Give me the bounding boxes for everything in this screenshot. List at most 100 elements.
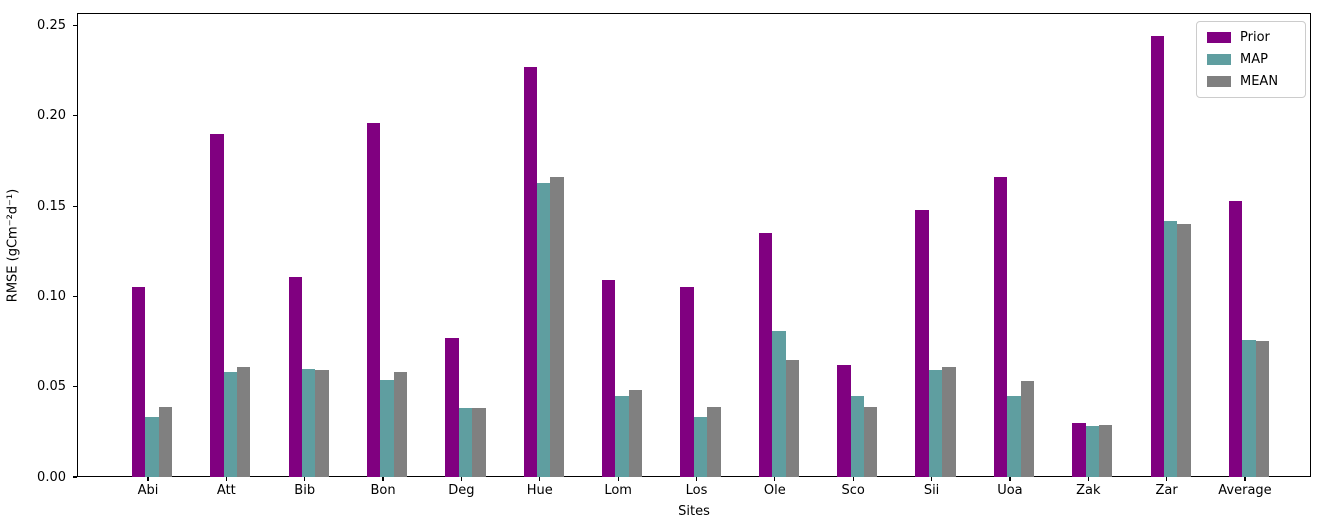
bar-att-map (223, 372, 238, 477)
legend-label-prior: Prior (1240, 30, 1270, 45)
bar-los-map (693, 417, 708, 477)
bar-los-mean (707, 406, 721, 477)
bar-zak-mean (1098, 424, 1113, 477)
bar-bon-map (380, 379, 394, 477)
bar-deg-prior (445, 337, 459, 477)
bar-att-prior (210, 133, 224, 477)
legend-item-prior: Prior (1207, 30, 1295, 45)
bar-abi-mean (158, 406, 173, 477)
x-tick-label: Abi (137, 483, 159, 498)
bar-sii-prior (915, 209, 929, 477)
x-tick-label: Lom (604, 483, 632, 498)
x-tick-mark (930, 477, 933, 481)
bar-hue-prior (523, 67, 538, 477)
y-tick-mark (73, 205, 77, 207)
bar-bon-prior (366, 123, 381, 477)
y-tick-mark (73, 386, 77, 388)
bar-los-prior (680, 287, 694, 477)
x-tick-mark (382, 477, 384, 481)
y-tick-mark (73, 476, 77, 478)
x-tick-mark (225, 477, 227, 481)
bar-att-mean (237, 366, 251, 477)
x-tick-label: Average (1218, 483, 1272, 498)
legend-label-mean: MEAN (1240, 74, 1279, 89)
x-tick-label: Ole (763, 483, 786, 498)
y-tick-label: 0.05 (37, 379, 66, 395)
bar-abi-map (145, 417, 159, 477)
bar-zar-map (1163, 220, 1178, 477)
legend-swatch-mean (1207, 76, 1231, 87)
x-tick-mark (147, 477, 149, 481)
x-tick-mark (1009, 477, 1011, 481)
legend-item-mean: MEAN (1207, 74, 1295, 89)
x-tick-mark (774, 477, 776, 481)
bar-uoa-map (1007, 395, 1021, 477)
bar-abi-prior (131, 287, 146, 477)
bar-lom-prior (602, 280, 616, 477)
bar-ole-prior (758, 233, 773, 477)
bar-lom-mean (628, 390, 643, 477)
legend-swatch-prior (1207, 32, 1231, 43)
x-tick-label: Uoa (997, 483, 1023, 498)
bar-bib-prior (288, 276, 302, 477)
x-tick-mark (852, 477, 854, 481)
bar-average-prior (1228, 200, 1243, 477)
bar-zar-prior (1150, 36, 1164, 477)
x-tick-mark (1244, 477, 1246, 481)
bar-sco-map (850, 395, 864, 477)
bar-uoa-mean (1020, 381, 1035, 477)
x-tick-label: Zak (1076, 483, 1101, 498)
legend: Prior MAP MEAN (1196, 21, 1306, 98)
y-tick-mark (73, 115, 77, 117)
x-tick-mark (460, 477, 462, 481)
bar-ole-mean (785, 359, 799, 477)
bar-bib-mean (315, 370, 329, 477)
y-axis-label: RMSE (gCm⁻²d⁻¹) (5, 188, 21, 303)
bar-hue-map (537, 182, 551, 477)
x-tick-label: Sii (923, 483, 940, 498)
x-tick-label: Bon (370, 483, 396, 498)
bar-deg-map (458, 408, 473, 477)
x-tick-label: Hue (526, 483, 553, 498)
bar-sco-mean (863, 406, 878, 477)
bar-zar-mean (1177, 224, 1191, 477)
plot-area (77, 13, 1311, 477)
x-tick-mark (1166, 477, 1168, 481)
y-tick-label: 0.25 (37, 18, 66, 34)
bar-ole-map (772, 330, 786, 477)
x-tick-mark (617, 477, 619, 481)
bar-zak-map (1085, 426, 1099, 477)
legend-label-map: MAP (1240, 52, 1268, 67)
bar-sii-map (928, 370, 943, 477)
bar-sii-mean (942, 366, 956, 477)
x-tick-mark (304, 477, 306, 481)
bar-average-map (1242, 339, 1256, 477)
bar-average-mean (1255, 340, 1270, 477)
x-tick-label: Sco (841, 483, 865, 498)
bar-sco-prior (837, 365, 851, 477)
x-tick-label: Deg (448, 483, 475, 498)
x-tick-label: Bib (294, 483, 316, 498)
x-tick-mark (695, 477, 698, 481)
x-tick-label: Los (685, 483, 708, 498)
bar-bon-mean (393, 372, 408, 477)
x-tick-label: Zar (1155, 483, 1178, 498)
x-axis-label: Sites (678, 504, 710, 519)
bar-hue-mean (550, 177, 564, 477)
legend-item-map: MAP (1207, 52, 1295, 67)
x-tick-mark (1087, 477, 1089, 481)
y-tick-label: 0.10 (37, 288, 66, 304)
y-tick-mark (73, 25, 77, 27)
bar-uoa-prior (993, 177, 1008, 477)
legend-swatch-map (1207, 54, 1231, 65)
bar-bib-map (302, 368, 316, 477)
x-tick-label: Att (216, 483, 236, 498)
bar-deg-mean (472, 408, 486, 477)
y-tick-label: 0.20 (37, 108, 66, 124)
y-tick-label: 0.00 (37, 469, 66, 485)
bar-zak-prior (1072, 422, 1086, 477)
y-tick-mark (73, 295, 77, 298)
x-tick-mark (539, 477, 541, 481)
bar-lom-map (615, 395, 629, 477)
